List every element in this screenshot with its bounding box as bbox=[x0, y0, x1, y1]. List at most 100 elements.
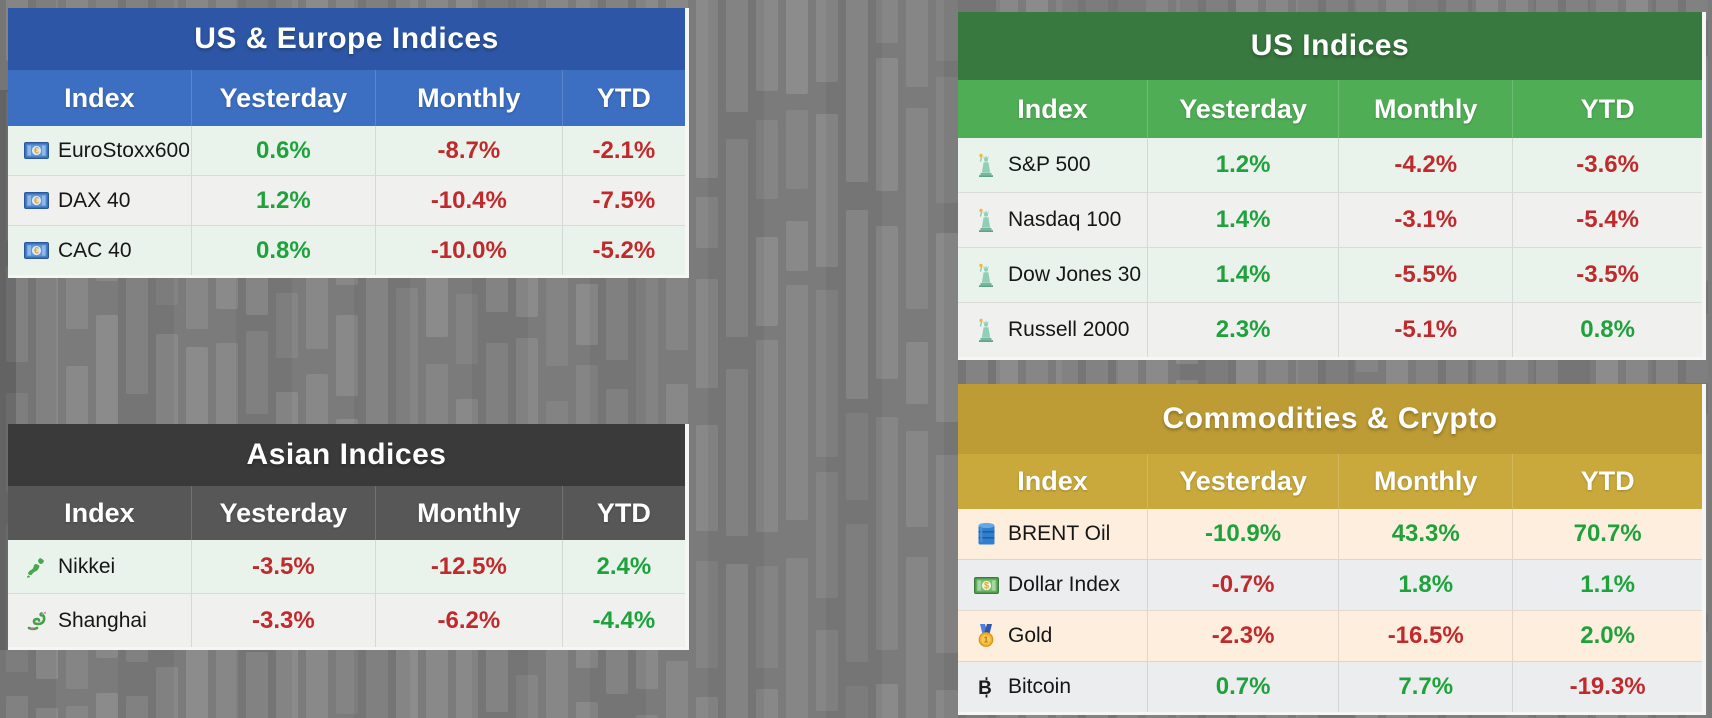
index-cell: € CAC 40 bbox=[8, 226, 191, 275]
value-cell-yesterday: 0.8% bbox=[190, 226, 375, 275]
column-header-monthly: Monthly bbox=[374, 486, 562, 540]
value-cell-yesterday: -3.3% bbox=[190, 594, 375, 647]
statue-of-liberty-icon bbox=[973, 153, 999, 177]
value-cell-monthly: 7.7% bbox=[1338, 662, 1512, 712]
value-cell-monthly: -16.5% bbox=[1338, 611, 1512, 661]
index-cell: Nasdaq 100 bbox=[958, 193, 1147, 247]
table-row-shanghai: Shanghai -3.3% -6.2% -4.4% bbox=[8, 593, 685, 647]
statue-of-liberty-icon bbox=[973, 263, 999, 287]
value-cell-monthly: -10.0% bbox=[374, 226, 562, 275]
table-header-row: Index Yesterday Monthly YTD bbox=[8, 486, 685, 540]
index-cell: € DAX 40 bbox=[8, 176, 191, 225]
index-name: Dow Jones 30 bbox=[1008, 263, 1142, 286]
column-header-yesterday: Yesterday bbox=[1146, 80, 1338, 138]
svg-text:€: € bbox=[33, 196, 38, 206]
value-cell-monthly: 1.8% bbox=[1338, 560, 1512, 610]
table-body: BRENT Oil -10.9% 43.3% 70.7% $ Dollar Index -0… bbox=[958, 509, 1702, 712]
euro-banknote-icon: € bbox=[23, 239, 49, 263]
gold-medal-icon: 1 bbox=[973, 624, 999, 648]
table-title: Asian Indices bbox=[8, 424, 685, 486]
index-name: Shanghai bbox=[58, 608, 147, 632]
index-name: Bitcoin bbox=[1008, 675, 1072, 698]
value-cell-yesterday: -2.3% bbox=[1146, 611, 1338, 661]
us-indices-table: US Indices Index Yesterday Monthly YTD S&P … bbox=[958, 12, 1706, 360]
table-row-nasdaq-100: Nasdaq 100 1.4% -3.1% -5.4% bbox=[958, 192, 1702, 247]
column-header-yesterday: Yesterday bbox=[1146, 454, 1338, 509]
value-cell-ytd: 70.7% bbox=[1512, 509, 1702, 559]
statue-of-liberty-icon bbox=[973, 208, 999, 232]
index-name: DAX 40 bbox=[58, 188, 131, 212]
value-cell-yesterday: 1.2% bbox=[1146, 138, 1338, 192]
index-cell: S&P 500 bbox=[958, 138, 1147, 192]
column-header-yesterday: Yesterday bbox=[190, 486, 375, 540]
svg-text:B: B bbox=[978, 678, 992, 699]
table-row-brent-oil: BRENT Oil -10.9% 43.3% 70.7% bbox=[958, 509, 1702, 559]
value-cell-yesterday: 1.4% bbox=[1146, 248, 1338, 302]
column-header-monthly: Monthly bbox=[1338, 80, 1512, 138]
index-cell: Dow Jones 30 bbox=[958, 248, 1147, 302]
table-row-dow-jones-30: Dow Jones 30 1.4% -5.5% -3.5% bbox=[958, 247, 1702, 302]
table-body: S&P 500 1.2% -4.2% -3.6% Nasdaq 100 1.4% -3.1%… bbox=[958, 138, 1702, 357]
value-cell-yesterday: 2.3% bbox=[1146, 303, 1338, 357]
statue-of-liberty-icon bbox=[973, 318, 999, 342]
value-cell-monthly: -10.4% bbox=[374, 176, 562, 225]
value-cell-monthly: -5.5% bbox=[1338, 248, 1512, 302]
value-cell-ytd: -3.5% bbox=[1512, 248, 1702, 302]
value-cell-ytd: 2.0% bbox=[1512, 611, 1702, 661]
table-header-row: Index Yesterday Monthly YTD bbox=[8, 70, 685, 126]
column-header-index: Index bbox=[64, 82, 135, 113]
index-name: Russell 2000 bbox=[1008, 318, 1130, 341]
table-title: US & Europe Indices bbox=[8, 8, 685, 70]
value-cell-yesterday: -10.9% bbox=[1146, 509, 1338, 559]
index-cell: Nikkei bbox=[8, 540, 191, 593]
dragon-icon bbox=[23, 609, 49, 633]
table-title: US Indices bbox=[958, 12, 1702, 80]
index-cell: Shanghai bbox=[8, 594, 191, 647]
table-row-dax-40: € DAX 40 1.2% -10.4% -7.5% bbox=[8, 175, 685, 225]
value-cell-ytd: 0.8% bbox=[1512, 303, 1702, 357]
value-cell-ytd: -7.5% bbox=[561, 176, 685, 225]
column-header-index: Index bbox=[1017, 93, 1088, 124]
index-cell: BRENT Oil bbox=[958, 509, 1147, 559]
value-cell-yesterday: 0.6% bbox=[190, 126, 375, 175]
table-header-row: Index Yesterday Monthly YTD bbox=[958, 80, 1702, 138]
oil-drum-icon bbox=[973, 522, 999, 546]
index-cell: $ Dollar Index bbox=[958, 560, 1147, 610]
table-row-gold: 1 Gold -2.3% -16.5% 2.0% bbox=[958, 610, 1702, 661]
index-name: EuroStoxx600 bbox=[58, 138, 190, 162]
commodities-crypto-table: Commodities & Crypto Index Yesterday Month… bbox=[958, 384, 1706, 715]
value-cell-ytd: -2.1% bbox=[561, 126, 685, 175]
table-body: Nikkei -3.5% -12.5% 2.4% Shanghai -3.3% -6.2% -… bbox=[8, 540, 685, 647]
index-name: CAC 40 bbox=[58, 238, 132, 262]
index-name: S&P 500 bbox=[1008, 153, 1091, 176]
table-header-row: Index Yesterday Monthly YTD bbox=[958, 454, 1702, 509]
svg-text:1: 1 bbox=[984, 635, 989, 645]
japan-map-icon bbox=[23, 555, 49, 579]
column-header-ytd: YTD bbox=[1512, 80, 1702, 138]
column-header-monthly: Monthly bbox=[374, 70, 562, 126]
value-cell-yesterday: -3.5% bbox=[190, 540, 375, 593]
value-cell-ytd: -19.3% bbox=[1512, 662, 1702, 712]
index-name: Gold bbox=[1008, 624, 1053, 647]
value-cell-monthly: -8.7% bbox=[374, 126, 562, 175]
index-name: Nasdaq 100 bbox=[1008, 208, 1122, 231]
value-cell-monthly: -6.2% bbox=[374, 594, 562, 647]
index-cell: B Bitcoin bbox=[958, 662, 1147, 712]
bitcoin-icon: B bbox=[973, 675, 999, 699]
value-cell-monthly: 43.3% bbox=[1338, 509, 1512, 559]
value-cell-monthly: -12.5% bbox=[374, 540, 562, 593]
column-header-ytd: YTD bbox=[561, 70, 685, 126]
table-row-dollar-index: $ Dollar Index -0.7% 1.8% 1.1% bbox=[958, 559, 1702, 610]
table-row-bitcoin: B Bitcoin 0.7% 7.7% -19.3% bbox=[958, 661, 1702, 712]
value-cell-ytd: -4.4% bbox=[561, 594, 685, 647]
table-row-nikkei: Nikkei -3.5% -12.5% 2.4% bbox=[8, 540, 685, 593]
table-row-eurostoxx600: € EuroStoxx600 0.6% -8.7% -2.1% bbox=[8, 126, 685, 175]
value-cell-monthly: -4.2% bbox=[1338, 138, 1512, 192]
euro-banknote-icon: € bbox=[23, 139, 49, 163]
asian-indices-table: Asian Indices Index Yesterday Monthly YTD N… bbox=[8, 424, 689, 650]
index-name: Dollar Index bbox=[1008, 573, 1121, 596]
index-name: Nikkei bbox=[58, 554, 116, 578]
column-header-monthly: Monthly bbox=[1338, 454, 1512, 509]
index-cell: Russell 2000 bbox=[958, 303, 1147, 357]
